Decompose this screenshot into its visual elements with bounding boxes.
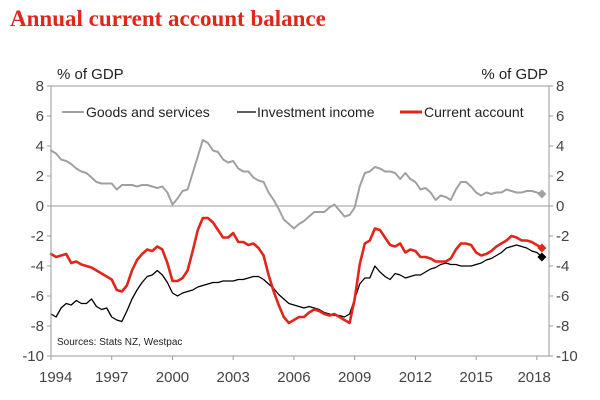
legend: Goods and services Investment income Cur… — [62, 104, 524, 120]
source-note: Sources: Stats NZ, Westpac — [57, 337, 182, 348]
y-tick-label-right: -10 — [556, 348, 578, 365]
y-tick-label-right: -4 — [556, 258, 569, 275]
chart-title: Annual current account balance — [10, 6, 326, 31]
x-tick-label: 2015 — [459, 369, 492, 386]
y-axis-label-left: % of GDP — [57, 66, 124, 83]
diamond-marker-investment-income — [537, 252, 547, 262]
series-line-goods-and-services — [50, 139, 543, 230]
y-tick-label-left: 4 — [36, 138, 44, 155]
y-tick-label-right: 0 — [556, 198, 564, 215]
series-line-investment-income — [50, 244, 543, 323]
y-tick-label-right: -8 — [556, 318, 569, 335]
x-tick-label: 2000 — [156, 369, 189, 386]
grid-layer — [47, 85, 553, 360]
diamond-marker-current-account — [537, 243, 547, 253]
y-tick-label-left: -2 — [31, 228, 44, 245]
tick-label-layer: -10 -10 -8 -8 -6 -6 -4 -4 -2 -2 0 0 2 2 4 4 6 6 8 8 1994 1997… — [22, 78, 577, 386]
y-tick-label-right: -2 — [556, 228, 569, 245]
y-tick-label-left: -6 — [31, 288, 44, 305]
y-tick-label-right: 2 — [556, 168, 564, 185]
plot-frame — [50, 85, 550, 357]
y-tick-label-left: 0 — [36, 198, 44, 215]
x-tick-label: 2018 — [517, 369, 550, 386]
series-line-current-account — [49, 216, 544, 325]
x-tick-label: 2003 — [217, 369, 250, 386]
series-layer — [49, 139, 544, 325]
x-tick-label: 2009 — [338, 369, 371, 386]
y-tick-label-left: 2 — [36, 168, 44, 185]
marker-layer — [537, 189, 547, 262]
y-tick-label-right: 4 — [556, 138, 564, 155]
y-tick-label-left: -10 — [22, 348, 44, 365]
legend-label-investment-income: Investment income — [257, 104, 375, 120]
y-tick-label-right: 8 — [556, 78, 564, 95]
x-tick-label: 2012 — [399, 369, 432, 386]
y-axis-label-right: % of GDP — [481, 66, 548, 83]
y-tick-label-right: 6 — [556, 108, 564, 125]
y-tick-label-left: -8 — [31, 318, 44, 335]
y-tick-label-right: -6 — [556, 288, 569, 305]
legend-label-goods-and-services: Goods and services — [86, 104, 210, 120]
diamond-marker-goods-and-services — [537, 189, 547, 199]
y-tick-label-left: 6 — [36, 108, 44, 125]
x-tick-label: 1997 — [95, 369, 128, 386]
y-tick-label-left: -4 — [31, 258, 44, 275]
legend-label-current-account: Current account — [424, 104, 524, 120]
x-tick-label: 1994 — [39, 369, 72, 386]
y-tick-label-left: 8 — [36, 78, 44, 95]
x-tick-label: 2006 — [277, 369, 310, 386]
